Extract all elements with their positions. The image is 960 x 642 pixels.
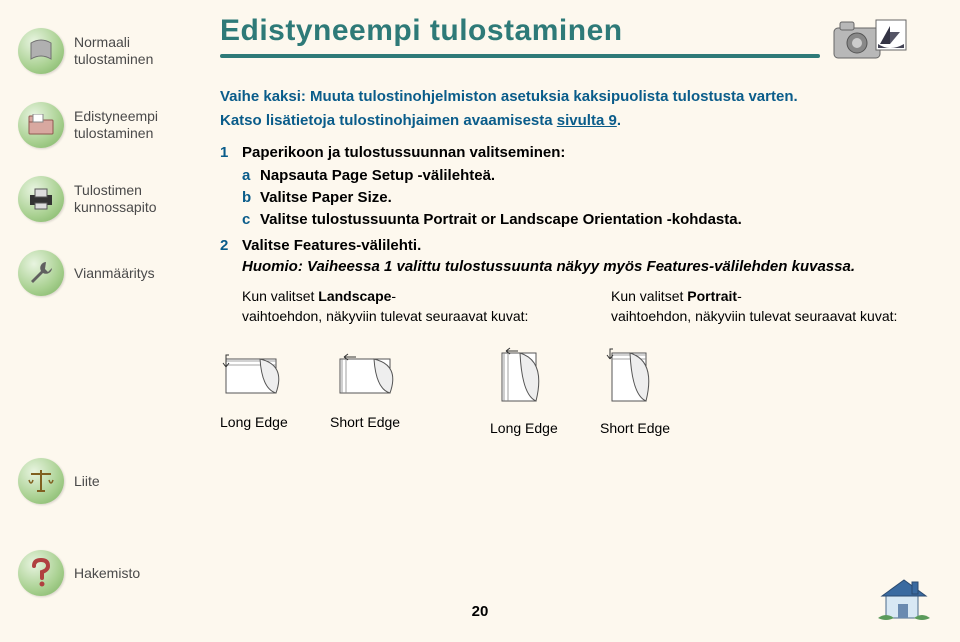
printer-icon <box>18 176 64 222</box>
title-underline <box>220 54 820 58</box>
sidebar-item-maintenance[interactable]: Tulostimen kunnossapito <box>18 176 200 222</box>
portrait-long-edge: Long Edge <box>490 347 580 439</box>
step-title: Vaihe kaksi: Muuta tulostinohjelmiston a… <box>220 86 940 108</box>
item-1c: Valitse tulostussuunta Portrait or Lands… <box>260 209 940 231</box>
landscape-long-edge: Long Edge <box>220 347 310 439</box>
question-icon <box>18 550 64 596</box>
sidebar-item-hakemisto[interactable]: Hakemisto <box>18 550 140 596</box>
wrench-icon <box>18 250 64 296</box>
sublist-1: aNapsauta Page Setup -välilehteä. bValit… <box>242 165 940 230</box>
page-number: 20 <box>472 603 489 620</box>
two-columns: Kun valitset Landscape- vaihtoehdon, näk… <box>242 286 940 327</box>
label: Short Edge <box>330 412 420 432</box>
sidebar-label: Liite <box>74 473 100 490</box>
list-item-2: 2 Valitse Features-välilehti. Huomio: Va… <box>220 235 940 327</box>
subtitle-post: . <box>617 112 621 129</box>
list-item-1: 1 Paperikoon ja tulostussuunnan valitsem… <box>220 142 940 231</box>
col-right-bold: Portrait <box>687 288 737 304</box>
numbered-list: 1 Paperikoon ja tulostussuunnan valitsem… <box>220 142 940 327</box>
sidebar-label: Tulostimen kunnossapito <box>74 182 157 216</box>
landscape-short-edge: Short Edge <box>330 347 420 439</box>
camera-sailboat-icon <box>830 14 910 64</box>
col-landscape: Kun valitset Landscape- vaihtoehdon, näk… <box>242 286 571 327</box>
sidebar-item-troubleshoot[interactable]: Vianmääritys <box>18 250 200 296</box>
landscape-group: Long Edge Short Edge <box>220 347 420 439</box>
note-lead: Huomio <box>242 258 298 275</box>
sidebar: Normaali tulostaminen Edistyneempi tulos… <box>0 0 200 642</box>
sidebar-label: Vianmääritys <box>74 265 155 282</box>
label: Long Edge <box>490 418 580 438</box>
sidebar-label: Edistyneempi tulostaminen <box>74 108 158 142</box>
note-text: : Vaiheessa 1 valittu tulostussuunta näk… <box>298 258 855 275</box>
subtitle-pre: Katso lisätietoja tulostinohjaimen avaam… <box>220 112 557 129</box>
label: Long Edge <box>220 412 310 432</box>
content-body: Vaihe kaksi: Muuta tulostinohjelmiston a… <box>220 86 940 438</box>
col-right-pre: Kun valitset <box>611 288 687 304</box>
item1-lead: Paperikoon ja tulostussuunnan valitsemin… <box>242 142 940 164</box>
col-portrait: Kun valitset Portrait- vaihtoehdon, näky… <box>611 286 940 327</box>
portrait-short-edge: Short Edge <box>600 347 690 439</box>
num-marker: 2 <box>220 235 242 327</box>
col-left-pre: Kun valitset <box>242 288 318 304</box>
num-marker: 1 <box>220 142 242 231</box>
page9-link[interactable]: sivulta 9 <box>557 112 617 129</box>
sidebar-item-liite[interactable]: Liite <box>18 458 100 504</box>
home-icon[interactable] <box>876 574 932 622</box>
sidebar-item-advanced-print[interactable]: Edistyneempi tulostaminen <box>18 102 200 148</box>
portrait-group: Long Edge Short Edge <box>490 347 690 439</box>
orientation-icons-row: Long Edge Short Edge <box>220 347 940 439</box>
label: Short Edge <box>600 418 690 438</box>
item2-note: Huomio: Vaiheessa 1 valittu tulostussuun… <box>242 256 940 278</box>
step-subtitle: Katso lisätietoja tulostinohjaimen avaam… <box>220 110 940 132</box>
folder-icon <box>18 102 64 148</box>
gray-shape-icon <box>18 28 64 74</box>
sidebar-label: Hakemisto <box>74 565 140 582</box>
item-1a: Napsauta Page Setup -välilehteä. <box>260 165 940 187</box>
scales-icon <box>18 458 64 504</box>
main-content: Edistyneempi tulostaminen Vaihe kaksi: M… <box>220 14 940 438</box>
item-1b: Valitse Paper Size. <box>260 187 940 209</box>
col-left-bold: Landscape <box>318 288 391 304</box>
sidebar-label: Normaali tulostaminen <box>74 34 200 68</box>
sidebar-item-normal-print[interactable]: Normaali tulostaminen <box>18 28 200 74</box>
title-bar: Edistyneempi tulostaminen <box>220 14 940 74</box>
item2-lead: Valitse Features-välilehti. <box>242 235 940 257</box>
